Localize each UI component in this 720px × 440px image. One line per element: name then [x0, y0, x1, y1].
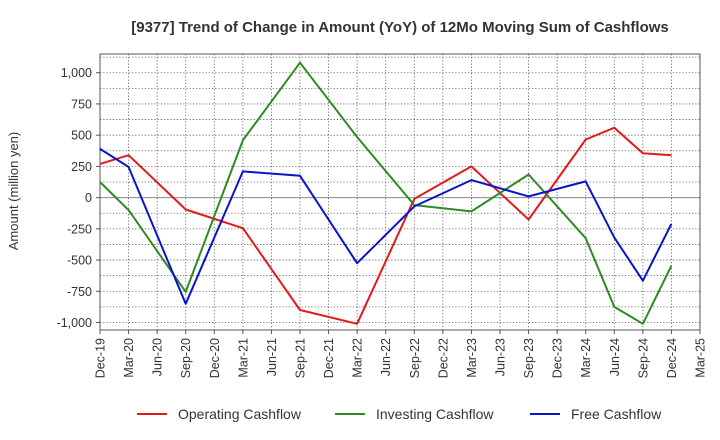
y-tick-label: -500 — [67, 254, 92, 268]
series-line-operating-cashflow — [99, 126, 672, 325]
x-tick-label: Jun-20 — [151, 338, 165, 376]
y-tick-label: -250 — [67, 222, 92, 236]
y-tick-label: -750 — [67, 285, 92, 299]
grid-layer — [99, 53, 701, 331]
x-tick-label: Dec-22 — [436, 338, 450, 378]
x-tick-label: Jun-24 — [608, 338, 622, 376]
x-tick-label: Dec-19 — [94, 338, 108, 378]
legend-label: Investing Cashflow — [376, 406, 494, 422]
x-tick-label: Jun-23 — [494, 338, 508, 376]
x-tick-label: Sep-21 — [294, 338, 308, 378]
y-tick-label: 250 — [71, 160, 92, 174]
series-line-investing-cashflow — [99, 61, 673, 325]
y-axis-label: Amount (million yen) — [6, 132, 21, 251]
y-tick-label: 1,000 — [61, 66, 92, 80]
legend-label: Operating Cashflow — [178, 406, 302, 422]
x-tick-label: Dec-20 — [208, 338, 222, 378]
plot-area — [100, 54, 700, 330]
series-line-free-cashflow — [99, 148, 673, 305]
y-tick-label: -1,000 — [57, 316, 92, 330]
x-tick-label: Sep-24 — [636, 338, 650, 378]
y-tick-label: 750 — [71, 97, 92, 111]
x-tick-label: Sep-23 — [522, 338, 536, 378]
chart-title: [9377] Trend of Change in Amount (YoY) o… — [131, 19, 669, 36]
x-tick-label: Dec-23 — [551, 338, 565, 378]
x-tick-label: Mar-20 — [122, 338, 136, 378]
y-tick-label: 0 — [85, 191, 92, 205]
x-tick-label: Mar-23 — [465, 338, 479, 378]
x-tick-label: Dec-21 — [322, 338, 336, 378]
y-tick-label: 500 — [71, 129, 92, 143]
legend: Operating Cashflow Investing Cashflow Free… — [137, 406, 662, 422]
plot-frame — [99, 53, 701, 331]
x-tick-label: Mar-22 — [351, 338, 365, 378]
legend-label: Free Cashflow — [571, 406, 662, 422]
x-tick-label: Jun-21 — [265, 338, 279, 376]
x-tick-label: Jun-22 — [379, 338, 393, 376]
x-tick-label: Sep-22 — [408, 338, 422, 378]
x-tick-label: Mar-21 — [236, 338, 250, 378]
x-tick-label: Sep-20 — [179, 338, 193, 378]
series-layer — [99, 61, 673, 325]
x-tick-label: Dec-24 — [665, 338, 679, 378]
x-tick-label: Mar-24 — [579, 338, 593, 378]
x-tick-label: Mar-25 — [694, 338, 708, 378]
